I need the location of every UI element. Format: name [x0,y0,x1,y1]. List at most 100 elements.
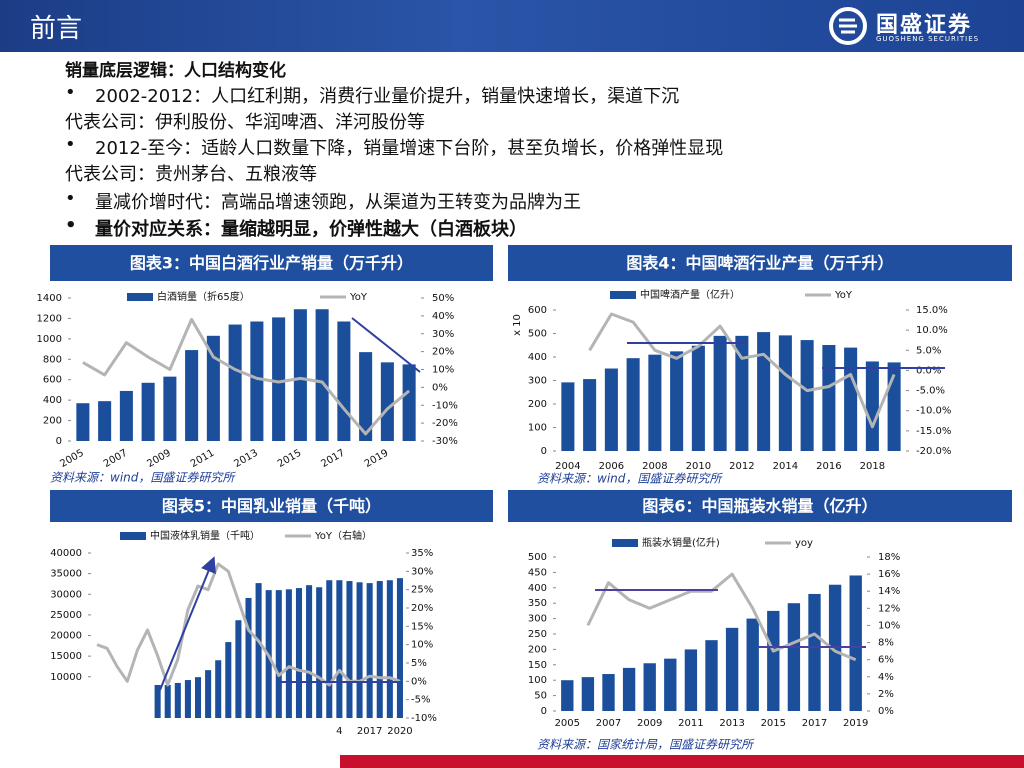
bar [315,309,329,441]
y2-tick-label: 2% [878,689,894,700]
legend-swatch [127,293,153,301]
y2-tick-label: -15.0% [916,426,951,437]
chart-title-bar [508,490,1012,522]
x-tick-label: 2011 [189,448,217,470]
bar [380,362,394,441]
logo-icon [829,7,867,45]
x-tick-label: 2007 [102,448,130,470]
y2-tick-label: 0% [878,706,894,717]
y-tick-label: 300 [528,614,547,625]
bar [691,345,705,451]
bar [119,390,133,441]
bar [800,340,814,451]
bullet-line: 2002-2012：人口红利期，消费行业量价提升，销量快速增长，渠道下沉 [65,82,679,108]
bar [767,610,780,711]
y2-tick-label: 15.0% [916,305,948,316]
bar [670,351,684,451]
x-tick-label: 2006 [599,461,624,472]
text-line: 代表公司：贵州茅台、五粮液等 [65,164,317,185]
bar [402,364,416,441]
x-tick-label: 2018 [860,461,885,472]
x-tick-label: 2017 [802,718,827,729]
bar [778,335,792,451]
y-tick-label: 150 [528,660,547,671]
bar [285,589,292,718]
y2-tick-label: 6% [878,655,894,666]
legend-label: 中国液体乳销量（千吨） [150,529,260,542]
trend-line [351,317,421,373]
bar [664,658,677,711]
bar [725,627,739,711]
bar [245,597,252,718]
line-series [82,317,411,436]
bar [604,368,618,451]
source-note: 资料来源：wind，国盛证券研究所 [50,471,236,485]
x-tick-label: 2009 [637,718,662,729]
bar [356,582,363,718]
bar [293,309,307,441]
bar [154,685,161,718]
bar [184,680,191,718]
source-note: 资料来源：wind，国盛证券研究所 [537,472,723,486]
bullet-line: 量价对应关系：量缩越明显，价弹性越大（白酒板块） [65,215,527,241]
y-tick-label: 100 [528,423,547,434]
x-tick-label: 2005 [58,448,86,470]
logo-subtext: GUOSHENG SECURITIES [876,35,980,43]
legend-swatch [612,539,638,547]
chart-title: 图表5：中国乳业销量（千吨） [162,497,381,516]
y-tick-label: 0 [541,706,547,717]
bar [164,685,171,718]
bar [849,575,862,711]
chart-title: 图表6：中国瓶装水销量（亿升） [642,497,877,516]
bar [185,350,199,441]
line-series [586,572,857,662]
y2-tick-label: 50% [432,293,454,304]
y2-tick-label: 10.0% [916,325,948,336]
x-tick-label: 2019 [843,718,868,729]
y2-tick-label: 8% [878,638,894,649]
bar [561,382,575,451]
legend-label: YoY [834,290,853,301]
bar [215,660,222,718]
y2-tick-label: 14% [878,586,900,597]
y-tick-label: 200 [528,399,547,410]
bar [225,642,232,718]
bar [235,620,242,718]
y-tick-label: 500 [528,329,547,340]
chart-title: 图表4：中国啤酒行业产量（万千升） [626,254,893,273]
legend-label: 白酒销量（折65度） [157,290,250,303]
chart-title-bar [508,245,1012,281]
bar [98,401,112,441]
bar [376,581,383,718]
bar [141,382,155,441]
text-line: 代表公司：伊利股份、华润啤酒、洋河股份等 [65,112,425,133]
bar [306,585,313,718]
x-tick-label: 2004 [555,461,580,472]
legend-swatch [120,532,146,540]
x-tick-label: 2020 [387,726,412,737]
bar [787,603,801,711]
y-tick-label: 1000 [37,334,62,345]
bar [272,317,286,441]
bar [581,677,595,711]
y-tick-label: 0 [56,436,62,447]
x-tick-label: 2013 [232,448,260,470]
y-tick-label: 800 [43,354,62,365]
x-tick-label: 2015 [761,718,786,729]
y-tick-label: 250 [528,629,547,640]
y-tick-label: 100 [528,675,547,686]
legend-label: yoy [795,538,813,549]
bar [396,578,403,718]
x-tick-label: 2010 [686,461,711,472]
y2-tick-label: 10% [432,365,454,376]
y2-tick-label: -10% [432,400,458,411]
x-tick-label: 4 [336,726,342,737]
y-tick-label: 600 [528,305,547,316]
y2-tick-label: -30% [432,436,458,447]
bar [336,580,343,718]
y-tick-label: 450 [528,567,547,578]
annotations [159,317,945,691]
y2-tick-label: -20% [432,418,458,429]
y2-tick-label: 25% [411,585,433,596]
